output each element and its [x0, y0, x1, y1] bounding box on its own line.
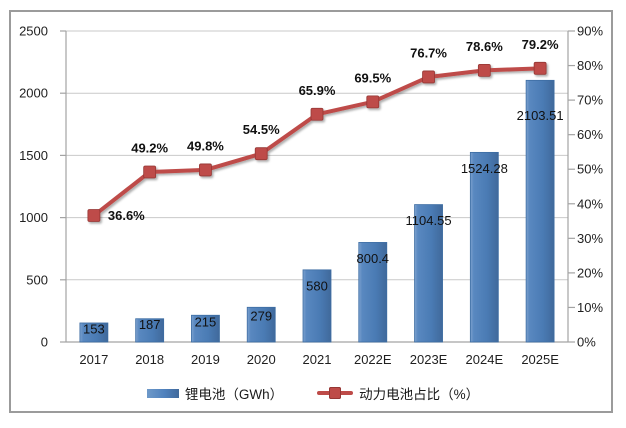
line-point-label: 54.5% — [243, 122, 280, 137]
right-axis-tick-label: 20% — [577, 265, 603, 280]
line-point-label: 65.9% — [299, 83, 336, 98]
data-labels: 153 187 215 279 580 800.4 1104.55 1524.28 2103.5… — [83, 37, 564, 337]
bar-value-label: 279 — [250, 308, 272, 323]
bar-value-label: 215 — [195, 314, 217, 329]
line-marker — [143, 165, 157, 179]
left-axis-tick-label: 500 — [26, 272, 48, 287]
line-marker — [533, 61, 547, 75]
line-marker — [366, 95, 380, 109]
bar — [79, 322, 109, 343]
bar-series-swatch-icon — [146, 388, 179, 398]
bar-value-label: 800.4 — [357, 251, 390, 266]
right-axis-tick-label: 70% — [577, 93, 603, 108]
bar-series — [79, 79, 555, 343]
line-marker — [87, 209, 101, 222]
x-axis-category-label: 2017 — [79, 352, 108, 367]
bar — [469, 151, 499, 343]
line-marker — [422, 70, 435, 84]
bar — [135, 318, 165, 343]
line-marker — [199, 163, 212, 177]
right-axis-tick-label: 90% — [577, 24, 603, 39]
bar — [358, 242, 388, 343]
x-axis-category-label: 2023E — [410, 352, 448, 367]
legend-item-bar-series: 锂电池（GWh） — [146, 383, 284, 403]
bar-value-label: 580 — [306, 278, 328, 293]
left-axis-tick-label: 1500 — [19, 148, 48, 163]
line-series-swatch-icon — [317, 387, 354, 399]
left-axis-tick-label: 0 — [41, 335, 48, 350]
left-axis-tick-label: 2500 — [19, 24, 48, 39]
chart-frame — [9, 10, 613, 413]
bar-value-label: 1104.55 — [406, 213, 452, 228]
right-axis-tick-label: 10% — [577, 300, 603, 315]
x-axis-category-label: 2024E — [466, 352, 504, 367]
right-axis-tick-label: 0% — [577, 335, 596, 350]
bar — [525, 79, 555, 343]
x-axis-category-label: 2021 — [303, 352, 332, 367]
line-marker — [310, 107, 324, 121]
line-point-label: 49.8% — [187, 138, 224, 153]
bar-series-label: 锂电池（GWh） — [184, 387, 284, 402]
right-axis-tick-label: 80% — [577, 58, 603, 73]
left-axis-tick-label: 1000 — [19, 210, 48, 225]
right-axis-tick-label: 30% — [577, 231, 603, 246]
right-axis-tick-label: 40% — [577, 196, 603, 211]
line-series — [87, 61, 547, 222]
left-axis-tick-label: 2000 — [19, 86, 48, 101]
bar-value-label: 2103.51 — [517, 108, 564, 123]
line-series-label: 动力电池占比（%） — [359, 387, 480, 402]
bar — [414, 204, 443, 343]
bar — [302, 269, 332, 343]
line-swatch-marker — [329, 387, 342, 399]
bar-value-label: 153 — [83, 321, 105, 336]
x-axis-category-label: 2019 — [191, 352, 220, 367]
legend: 锂电池（GWh） 动力电池占比（%） — [0, 383, 626, 403]
line-point-label: 49.2% — [131, 140, 168, 155]
right-axis-tick-label: 60% — [577, 127, 603, 142]
x-axis-category-label: 2020 — [247, 352, 276, 367]
x-axis-category-label: 2025E — [521, 352, 559, 367]
line-point-label: 78.6% — [466, 39, 503, 54]
bar — [191, 314, 220, 343]
line-point-label: 36.6% — [108, 208, 145, 223]
line-point-label: 69.5% — [354, 70, 391, 85]
bar-value-label: 1524.28 — [461, 161, 508, 176]
bar-value-label: 187 — [139, 317, 161, 332]
line-point-label: 76.7% — [410, 45, 447, 60]
line-marker — [477, 63, 491, 77]
line-point-label: 79.2% — [522, 37, 559, 52]
x-axis-category-label: 2022E — [354, 352, 392, 367]
line-marker — [254, 147, 268, 161]
bar — [246, 306, 276, 343]
legend-item-line-series: 动力电池占比（%） — [317, 383, 479, 403]
right-axis-tick-label: 50% — [577, 162, 603, 177]
x-axis-category-label: 2018 — [135, 352, 164, 367]
